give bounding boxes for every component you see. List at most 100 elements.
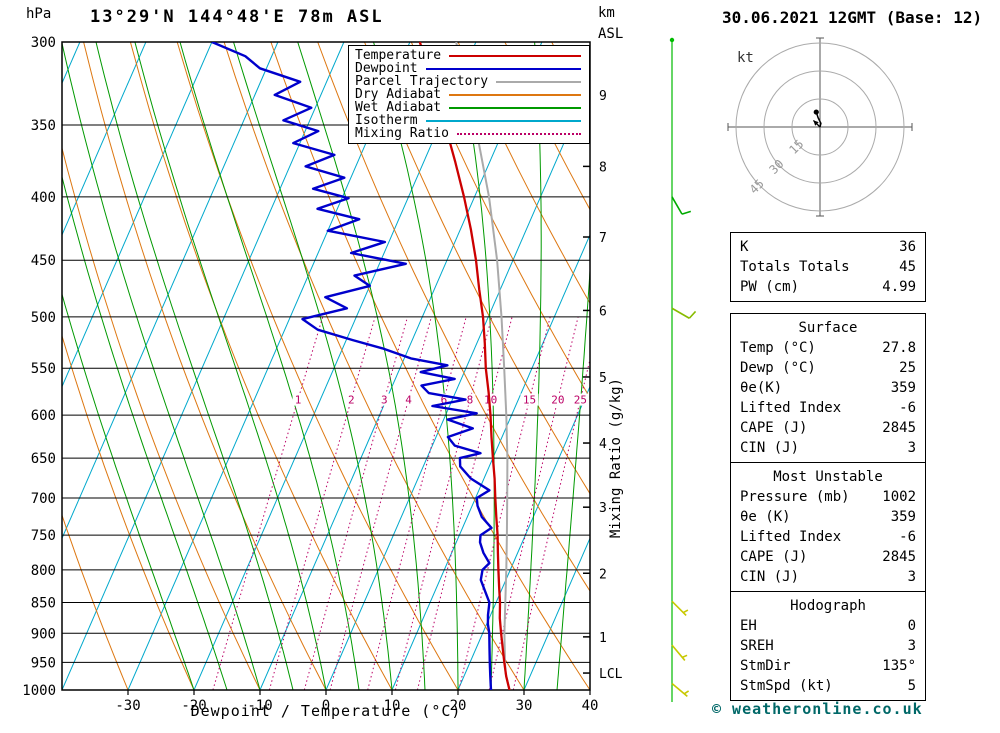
table-label: CIN (J): [740, 569, 800, 585]
table-row: CIN (J) 3: [731, 567, 925, 587]
table-label: Lifted Index: [740, 529, 842, 545]
wind-barb: [671, 600, 689, 616]
legend-line-sample: [449, 106, 581, 109]
pressure-tick-label: 600: [31, 408, 56, 424]
dry-adiabat-line: [62, 334, 195, 690]
table-label: Totals Totals: [740, 259, 850, 275]
table-row: Temp (°C) 27.8: [731, 338, 925, 358]
pressure-unit-label: hPa: [26, 6, 52, 22]
wind-barb: [671, 196, 692, 215]
table-value: 36: [899, 239, 916, 255]
table-row: Pressure (mb) 1002: [731, 487, 925, 507]
table-label: Lifted Index: [740, 400, 842, 416]
legend-label: Wet Adiabat: [355, 100, 442, 115]
wind-column-top-dot: [669, 37, 675, 43]
table-value: 3: [907, 569, 916, 585]
table-value: 0: [907, 618, 916, 634]
km-tick-label: 8: [599, 160, 607, 175]
table-value: 4.99: [882, 279, 916, 295]
pressure-tick-label: 900: [31, 626, 56, 642]
legend-line-sample: [425, 67, 581, 70]
mixing-ratio-label: 6: [441, 394, 448, 407]
table-value: 2845: [882, 549, 916, 565]
hodo-unit-label: kt: [737, 50, 754, 66]
legend-label: Temperature: [355, 48, 442, 63]
legend-item: Mixing Ratio: [355, 126, 583, 141]
table-label: CIN (J): [740, 440, 800, 456]
km-tick-label: 9: [599, 89, 607, 104]
mixing-ratio-label-bg: [403, 393, 415, 406]
pressure-tick-label: 300: [31, 35, 56, 51]
parcel-trajectory-curve: [455, 42, 511, 690]
table-row: Dewp (°C) 25: [731, 358, 925, 378]
table-title: Most Unstable: [773, 469, 883, 485]
legend-line-sample: [456, 132, 581, 135]
legend-item: Isotherm: [355, 113, 583, 128]
pressure-tick-label: 750: [31, 528, 56, 544]
table-label: θe(K): [740, 380, 783, 396]
legend-item: Wet Adiabat: [355, 100, 583, 115]
table-value: -6: [899, 529, 916, 545]
table-value: -6: [899, 400, 916, 416]
legend-item: Parcel Trajectory: [355, 74, 583, 89]
isotherm-line: [62, 42, 279, 540]
table-hodograph: Hodograph EH 0 SREH 3 StmDir 135° StmSpd (kt) 5: [730, 591, 926, 701]
table-value: 1002: [882, 489, 916, 505]
table-most-unstable: Most Unstable Pressure (mb) 1002 θe (K) 359 L…: [730, 462, 926, 592]
km-tick-label: 2: [599, 567, 607, 582]
km-tick-label: 3: [599, 501, 607, 516]
hodo-ring-label: 15: [786, 137, 806, 157]
legend-line-sample: [496, 80, 581, 83]
dry-adiabat-line: [62, 146, 261, 690]
mixing-ratio-label: 8: [467, 394, 474, 407]
table-label: StmDir: [740, 658, 791, 674]
km-tick-label: 6: [599, 304, 607, 319]
table-label: K: [740, 239, 749, 255]
isotherm-line: [62, 42, 147, 237]
pressure-tick-label: 400: [31, 190, 56, 206]
legend-item: Dewpoint: [355, 61, 583, 76]
isotherm-line: [523, 537, 590, 690]
table-row: SREH 3: [731, 636, 925, 656]
table-row: CAPE (J) 2845: [731, 547, 925, 567]
temp-tick-label: -10: [247, 698, 272, 714]
indices-tables: K 36 Totals Totals 45 PW (cm) 4.99 Surface Temp…: [730, 232, 926, 701]
storm-motion-arrowhead: [813, 120, 819, 126]
wet-adiabat-line: [589, 685, 590, 690]
wet-adiabat-line: [179, 42, 360, 690]
wind-barb-column: [669, 37, 697, 702]
table-label: Dewp (°C): [740, 360, 816, 376]
table-surface: Surface Temp (°C) 27.8 Dewp (°C) 25 θe(K) 359 L…: [730, 313, 926, 463]
wind-barb: [671, 682, 690, 697]
legend-label: Isotherm: [355, 113, 418, 128]
table-row: Lifted Index -6: [731, 527, 925, 547]
pressure-tick-label: 350: [31, 118, 56, 134]
table-row: StmSpd (kt) 5: [731, 676, 925, 696]
table-indices: K 36 Totals Totals 45 PW (cm) 4.99: [730, 232, 926, 302]
legend-label: Dewpoint: [355, 61, 418, 76]
table-value: 359: [890, 380, 916, 396]
legend-label: Mixing Ratio: [355, 126, 449, 141]
mixing-ratio-line: [303, 316, 408, 690]
legend-line-sample: [449, 93, 581, 96]
km-tick-label: 7: [599, 231, 607, 246]
table-row: θe (K) 359: [731, 507, 925, 527]
table-label: θe (K): [740, 509, 791, 525]
table-value: 2845: [882, 420, 916, 436]
hodo-ring: [735, 42, 905, 212]
run-datetime: 30.06.2021 12GMT (Base: 12): [722, 8, 983, 27]
isotherm-line: [391, 233, 590, 690]
pressure-tick-label: 650: [31, 451, 56, 467]
legend-label: Dry Adiabat: [355, 87, 442, 102]
hodo-ring-label: 30: [767, 157, 787, 177]
table-value: 3: [907, 440, 916, 456]
table-row: Totals Totals 45: [731, 257, 925, 277]
mixing-ratio-label-bg: [548, 393, 567, 406]
table-label: StmSpd (kt): [740, 678, 833, 694]
temp-tick-label: 0: [322, 698, 330, 714]
mixing-ratio-line: [512, 357, 590, 690]
table-value: 135°: [882, 658, 916, 674]
km-tick-label: 5: [599, 371, 607, 386]
table-label: EH: [740, 618, 757, 634]
